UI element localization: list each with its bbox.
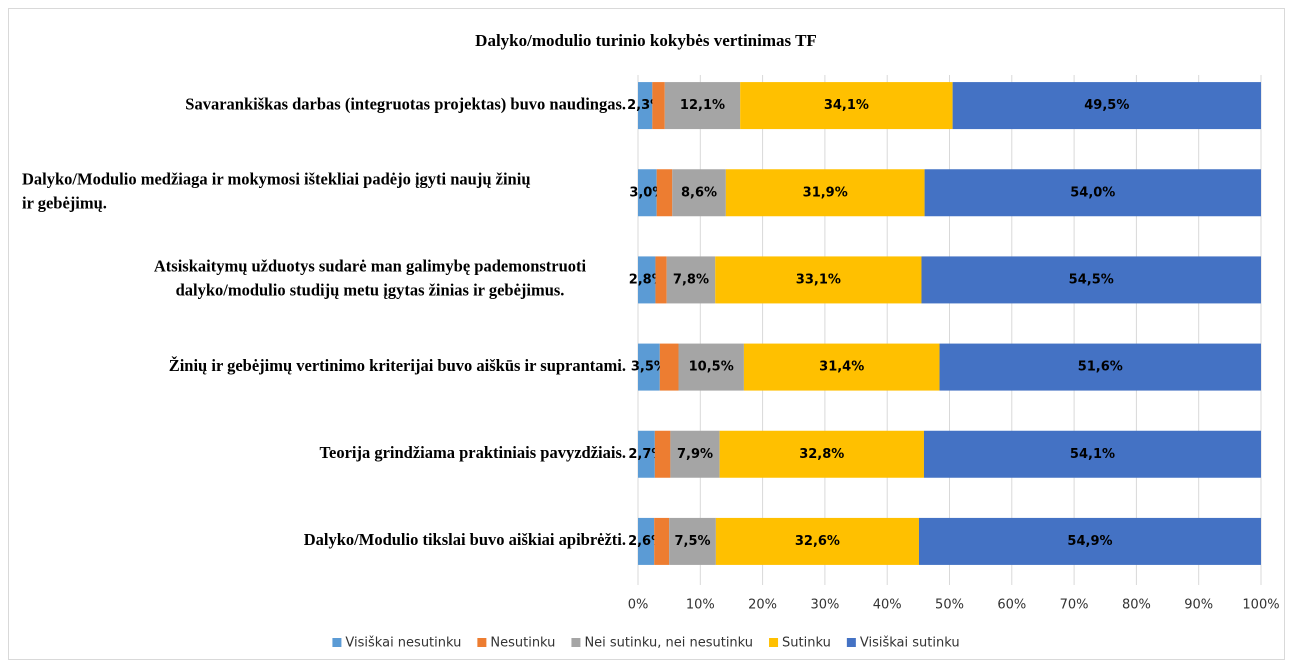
x-tick-label: 0% [628, 598, 649, 613]
category-label: dalyko/modulio studijų metu įgytas žinia… [176, 281, 565, 300]
bar-segment [638, 343, 660, 391]
data-label: 7,8% [673, 272, 709, 287]
bar-segment [921, 256, 1261, 304]
category-label: Dalyko/Modulio medžiaga ir mokymosi ište… [22, 170, 531, 189]
legend-swatch [571, 638, 581, 647]
data-label: 54,9% [1067, 534, 1112, 549]
data-label: 31,4% [819, 360, 864, 375]
bar-segment [659, 343, 679, 391]
bar-segment [652, 82, 665, 130]
bar-segment [654, 517, 670, 565]
bar-segment [740, 82, 953, 130]
bar-segment [664, 82, 741, 130]
x-tick-label: 100% [1242, 598, 1279, 613]
x-tick-label: 10% [686, 598, 715, 613]
bar-segment [638, 517, 655, 565]
data-label: 8,6% [681, 185, 717, 200]
legend-label: Visiškai nesutinku [345, 636, 461, 651]
chart-title: Dalyko/modulio turinio kokybės vertinima… [475, 31, 817, 50]
bar-segment [638, 82, 653, 130]
category-label: Atsiskaitymų užduotys sudarė man galimyb… [154, 257, 587, 276]
category-label: Žinių ir gebėjimų vertinimo kriterijai b… [169, 356, 626, 375]
bar-segment [654, 430, 671, 478]
category-label: Dalyko/Modulio tikslai buvo aiškiai apib… [304, 530, 626, 549]
data-label: 7,5% [674, 534, 710, 549]
data-label: 54,5% [1069, 272, 1114, 287]
bar-segment [678, 343, 744, 391]
bar-segment [923, 430, 1261, 478]
x-tick-label: 70% [1060, 598, 1089, 613]
bar-segment [672, 169, 726, 217]
bar-segment [719, 430, 924, 478]
data-label: 3,0% [629, 185, 665, 200]
x-tick-label: 60% [997, 598, 1026, 613]
bar-segment [725, 169, 925, 217]
data-label: 7,9% [677, 447, 713, 462]
data-label: 51,6% [1078, 360, 1123, 375]
x-tick-label: 20% [748, 598, 777, 613]
data-label: 54,0% [1070, 185, 1115, 200]
legend-label: Nei sutinku, nei nesutinku [584, 636, 753, 651]
x-tick-label: 30% [810, 598, 839, 613]
x-tick-label: 80% [1122, 598, 1151, 613]
category-label: ir gebėjimų. [22, 194, 107, 213]
x-tick-label: 40% [873, 598, 902, 613]
bar-segment [715, 517, 919, 565]
bar-segment [638, 430, 655, 478]
bar-segment [656, 169, 673, 217]
legend-swatch [477, 638, 487, 647]
data-label: 33,1% [796, 272, 841, 287]
bar-segment [939, 343, 1261, 391]
legend-label: Nesutinku [490, 636, 555, 651]
data-label: 10,5% [689, 360, 734, 375]
data-label: 32,8% [799, 447, 844, 462]
data-label: 49,5% [1084, 98, 1129, 113]
bar-segment [669, 517, 716, 565]
bar-segment [670, 430, 720, 478]
bar-segment [638, 256, 656, 304]
legend-swatch [846, 638, 856, 647]
data-label: 31,9% [803, 185, 848, 200]
bar-segment [715, 256, 922, 304]
category-label: Teorija grindžiama praktiniais pavyzdžia… [320, 443, 627, 462]
legend-label: Visiškai sutinku [860, 636, 960, 651]
bar-segment [638, 169, 657, 217]
x-tick-label: 90% [1184, 598, 1213, 613]
data-label: 12,1% [680, 98, 725, 113]
legend-swatch [332, 638, 342, 647]
data-label: 54,1% [1070, 447, 1115, 462]
data-label: 34,1% [824, 98, 869, 113]
legend-label: Sutinku [782, 636, 831, 651]
category-label: Savarankiškas darbas (integruotas projek… [185, 94, 626, 113]
x-tick-label: 50% [935, 598, 964, 613]
bar-segment [743, 343, 940, 391]
bar-segment [918, 517, 1261, 565]
bar-segment [924, 169, 1261, 217]
data-label: 3,5% [631, 360, 667, 375]
data-label: 32,6% [795, 534, 840, 549]
bar-segment [666, 256, 716, 304]
bar-segment [952, 82, 1261, 130]
bar-segment [655, 256, 667, 304]
legend-swatch [769, 638, 779, 647]
